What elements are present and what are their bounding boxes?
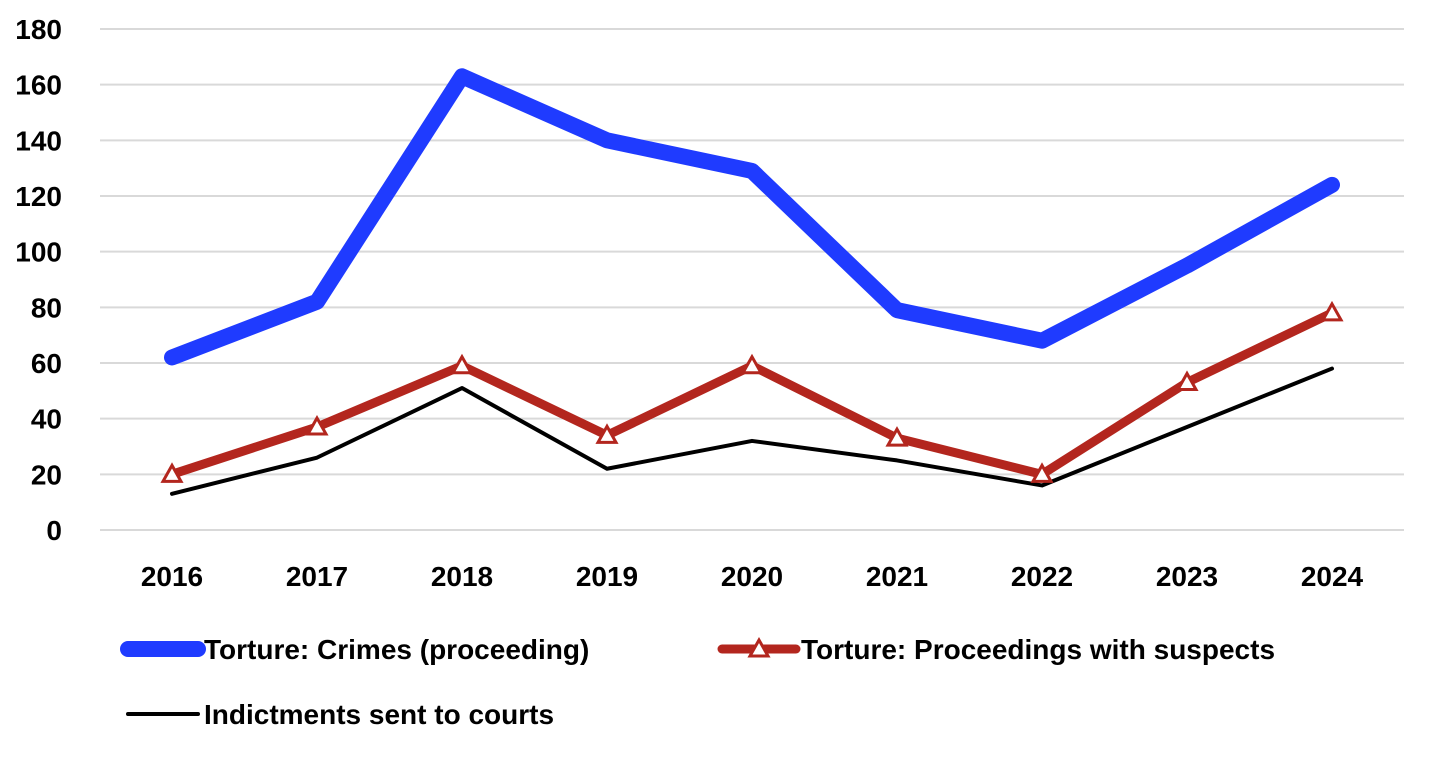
legend-marker [747, 636, 771, 658]
x-axis: 2016 2017 2018 2019 2020 2021 2022 2023 2024 [141, 561, 1364, 592]
x-tick-label: 2016 [141, 561, 203, 592]
series-line-2 [167, 308, 1337, 479]
y-tick-label: 20 [31, 459, 62, 490]
x-tick-label: 2023 [1156, 561, 1218, 592]
y-tick-label: 100 [15, 237, 62, 268]
gridlines [100, 28, 1404, 531]
data-point-marker [740, 353, 764, 375]
y-tick-label: 120 [15, 181, 62, 212]
data-point-marker [885, 426, 909, 447]
data-point-marker [1320, 300, 1344, 322]
y-tick-label: 0 [46, 515, 62, 546]
data-point-marker [1030, 462, 1054, 483]
data-point-marker [1175, 370, 1199, 391]
data-point-marker [160, 462, 184, 483]
x-tick-label: 2022 [1011, 561, 1073, 592]
y-tick-label: 60 [31, 348, 62, 379]
data-point-marker [305, 414, 329, 436]
y-tick-label: 140 [15, 125, 62, 156]
x-tick-label: 2017 [286, 561, 348, 592]
legend-label-1: Torture: Crimes (proceeding) [204, 634, 589, 665]
y-tick-label: 180 [15, 14, 62, 45]
legend-label-2: Torture: Proceedings with suspects [801, 634, 1275, 665]
data-point-marker [450, 353, 474, 375]
data-point-marker [595, 423, 619, 444]
x-tick-label: 2024 [1301, 561, 1364, 592]
y-tick-label: 160 [15, 70, 62, 101]
x-tick-label: 2019 [576, 561, 638, 592]
series-line-1 [164, 68, 1340, 366]
legend: Torture: Crimes (proceeding) Torture: Pro… [120, 634, 1275, 730]
x-tick-label: 2018 [431, 561, 493, 592]
x-tick-label: 2020 [721, 561, 783, 592]
y-axis: 0 20 40 60 80 100 120 140 160 180 [15, 14, 62, 546]
y-tick-label: 80 [31, 292, 62, 323]
x-tick-label: 2021 [866, 561, 928, 592]
legend-label-3: Indictments sent to courts [204, 699, 554, 730]
y-tick-label: 40 [31, 404, 62, 435]
series-group [160, 68, 1344, 496]
